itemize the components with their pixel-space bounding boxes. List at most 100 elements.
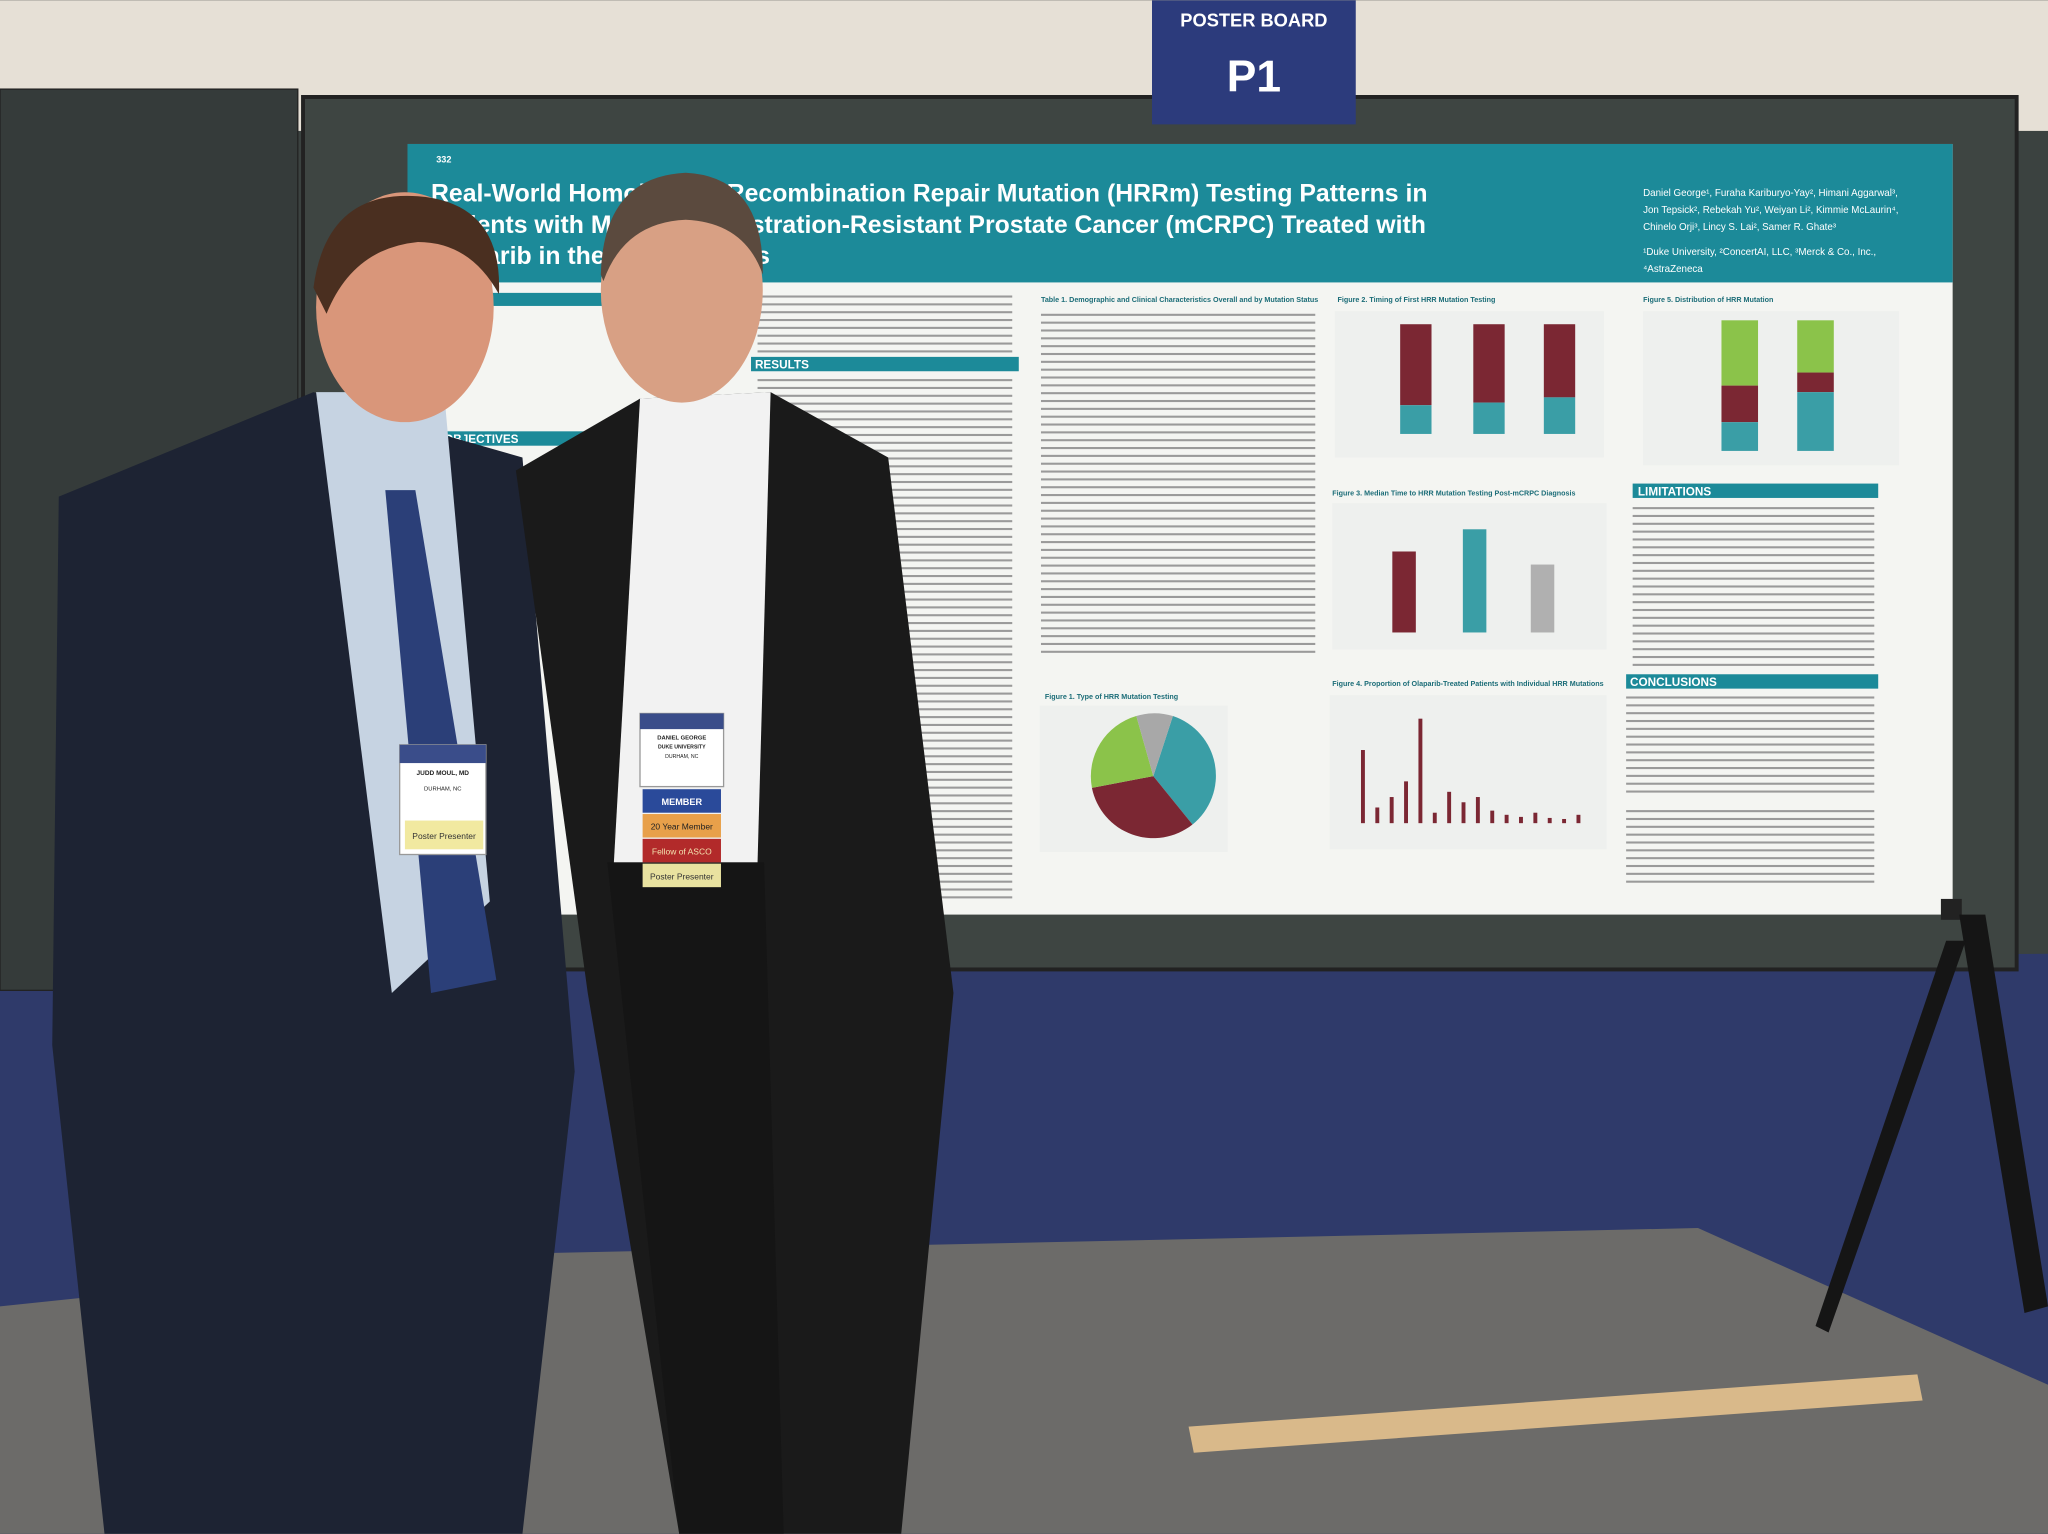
text-line [1626,872,1875,875]
sign [1152,0,1356,125]
bar [1375,807,1380,824]
ribbon [642,838,721,863]
section-bar [1632,483,1879,498]
author-line: Jon Tepsick², Rebekah Yu², Weiyan Li², K… [1643,205,1898,216]
text-line [757,418,1013,421]
text-line [1632,655,1875,659]
text-line [757,350,1013,353]
text-line [1626,864,1875,868]
pie-slice [1153,716,1216,825]
figure-title: Figure 4. Proportion of Olaparib-Treated… [1332,680,1603,688]
trousers [607,862,784,1534]
text-line [757,394,1013,397]
bar [1360,750,1365,824]
pie-slice [1136,713,1173,777]
text-line [1040,470,1316,473]
bar [1490,810,1495,824]
text-line [1040,494,1316,497]
bar [1504,814,1509,824]
bar [1519,816,1523,824]
text-line [757,426,1013,429]
text-line [757,326,1013,329]
ribbon-text: Fellow of ASCO [652,847,712,857]
text-line [1632,554,1875,557]
badge-city: DURHAM, NC [424,787,462,793]
text-line [757,334,1013,337]
figure-panel [1329,695,1607,850]
pie-slice [1091,776,1193,839]
text-line [1040,642,1316,646]
text-line [1040,329,1316,332]
bar [1392,551,1416,633]
bar [1404,781,1408,824]
qr-code [1940,898,1962,920]
text-line [1632,648,1875,651]
text-line [1632,616,1875,619]
bar-segment [1473,402,1505,434]
text-line [757,379,1013,382]
text-line [1040,588,1316,591]
pie-slice [1090,716,1154,788]
bar-segment [1797,392,1834,451]
text-line [1632,530,1875,533]
ribbons: MEMBER 20 Year Member Fellow of ASCO Poster… [642,789,721,888]
bar [1530,564,1555,633]
text-line [1040,368,1316,371]
text-line [1626,774,1875,777]
author-line: ¹Duke University, ²ConcertAI, LLC, ³Merc… [1643,247,1876,258]
text-line [1040,548,1316,551]
bar-segment [1721,422,1759,451]
text-line [1040,423,1316,426]
text-line [1626,825,1875,828]
text-line [757,402,1013,405]
text-line [1626,790,1875,793]
text-line [1632,561,1875,565]
text-line [757,295,1013,298]
text-line [1040,627,1316,630]
section-bar [1626,674,1879,689]
suit-jacket [52,392,575,1534]
text-line [757,441,1013,444]
bar-segment [1543,397,1576,434]
stand-leg [1959,914,2048,1313]
text-line [1626,857,1875,860]
text-line [1040,572,1316,575]
hair [313,195,500,314]
author-line: ⁴AstraZeneca [1643,264,1703,275]
table-title: Table 1. Demographic and Clinical Charac… [1041,296,1318,304]
bar-segment [1400,405,1432,434]
sign-board: P1 [1227,53,1281,102]
text-line [757,410,1013,413]
text-line [1040,454,1316,457]
badge-name: DANIEL GEORGE [657,736,706,742]
stand-leg [1815,940,1966,1333]
text-line [1040,415,1316,418]
figure-panel [1643,311,1900,466]
text-line [1626,704,1875,707]
text-line [757,319,1013,322]
text-line [1040,635,1316,638]
text-line [1040,517,1316,520]
text-line [1040,509,1316,512]
figure-title: Figure 3. Median Time to HRR Mutation Te… [1332,489,1575,497]
text-line [1632,514,1875,518]
bar [1389,797,1394,824]
text-line [1626,719,1875,723]
ribbon [642,789,721,813]
bar [1432,812,1437,824]
text-line [1040,619,1316,622]
ribbon [404,820,484,850]
text-line [1626,735,1875,738]
bar-segment [1473,324,1505,403]
bar-segment [1721,320,1759,386]
ribbon-text: Poster Presenter [412,831,476,841]
ribbon-text: 20 Year Member [651,822,713,832]
text-line [757,342,1013,345]
text-line [1040,478,1316,481]
text-line [1626,817,1875,821]
bar-segment [1797,372,1834,393]
author-line: Chinelo Orji³, Lincy S. Lai², Samer R. G… [1643,222,1837,233]
bar-segment [1543,324,1576,398]
badge-name: JUDD MOUL, MD [417,770,470,777]
